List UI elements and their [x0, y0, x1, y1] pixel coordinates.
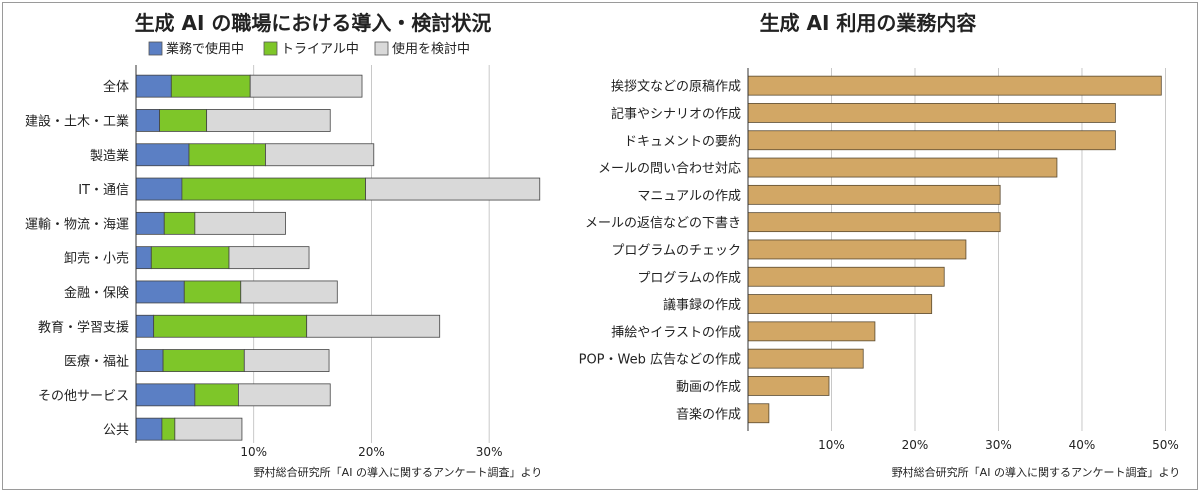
legend-swatch-trial [263, 41, 278, 56]
tasks-category-label: 動画の作成 [676, 380, 741, 395]
adoption-bar-trial [161, 417, 176, 441]
adoption-bar-in-use [135, 349, 164, 372]
tasks-bar [747, 376, 830, 396]
adoption-category-label: 教育・学習支援 [38, 319, 129, 335]
tasks-category-label: POP・Web 広告などの作成 [579, 353, 741, 368]
tasks-bar [747, 157, 1058, 178]
tasks-category-label: プログラムのチェック [611, 243, 741, 258]
adoption-bar-in-use [135, 417, 163, 441]
adoption-category-label: IT・通信 [78, 183, 129, 198]
tasks-tick-label: 20% [902, 438, 929, 452]
tasks-tick-label: 40% [1069, 438, 1096, 452]
adoption-bar-considering [240, 280, 338, 304]
tasks-category-label: 挨拶文などの原稿作成 [611, 79, 741, 95]
figure-svg: 生成 AI の職場における導入・検討状況 業務で使用中 トライアル中 使用を検討… [25, 11, 1181, 479]
adoption-bar-trial [188, 143, 266, 167]
adoption-category-label: 医療・福祉 [64, 355, 129, 370]
tasks-category-label: ドキュメントの要約 [624, 134, 741, 149]
adoption-bar-trial [150, 246, 230, 270]
tasks-bar [747, 103, 1116, 123]
adoption-source: 野村総合研究所「AI の導入に関するアンケート調査」より [254, 465, 543, 479]
legend-label-considering: 使用を検討中 [392, 41, 470, 57]
adoption-category-label: 運輸・物流・海運 [25, 217, 129, 232]
tasks-bar [747, 75, 1162, 96]
adoption-bar-trial [194, 383, 239, 407]
tasks-category-label: メールの問い合わせ対応 [598, 162, 741, 177]
adoption-chart-title: 生成 AI の職場における導入・検討状況 [135, 11, 492, 35]
adoption-category-label: その他サービス [38, 389, 129, 404]
adoption-bar-trial [183, 280, 242, 304]
tasks-bar [747, 321, 876, 342]
adoption-bar-considering [243, 349, 330, 372]
tasks-tick-labels: 10% 20% 30% 40% 50% [818, 438, 1179, 452]
adoption-bars [135, 74, 541, 441]
tasks-source: 野村総合研究所「AI の導入に関するアンケート調査」より [892, 465, 1181, 479]
adoption-bar-in-use [135, 74, 172, 98]
tasks-category-label: マニュアルの作成 [637, 189, 741, 204]
adoption-tick-label: 20% [358, 445, 385, 459]
adoption-category-label: 卸売・小売 [64, 251, 129, 267]
adoption-bar-considering [365, 177, 541, 201]
tasks-bar [747, 294, 933, 314]
adoption-bar-trial [162, 349, 245, 372]
tasks-bar [747, 212, 1001, 233]
tasks-tick-label: 50% [1152, 438, 1179, 452]
adoption-category-label: 製造業 [90, 148, 129, 164]
tasks-tick-label: 30% [985, 438, 1012, 452]
adoption-bar-considering [238, 383, 331, 407]
tasks-bar [747, 403, 770, 424]
adoption-bar-in-use [135, 246, 152, 270]
adoption-bar-trial [181, 177, 366, 201]
adoption-category-label: 金融・保険 [64, 285, 129, 301]
adoption-bar-trial [153, 314, 308, 338]
tasks-bar [747, 184, 1001, 205]
adoption-bar-considering [194, 211, 286, 235]
adoption-bar-considering [206, 109, 331, 132]
adoption-tick-label: 30% [476, 445, 503, 459]
adoption-category-label: 建設・土木・工業 [25, 113, 129, 129]
adoption-tick-label: 10% [240, 445, 267, 459]
tasks-tick-label: 10% [818, 438, 845, 452]
adoption-bar-considering [228, 246, 310, 270]
adoption-bar-in-use [135, 383, 196, 407]
adoption-bar-in-use [135, 177, 183, 201]
tasks-category-label: 記事やシナリオの作成 [611, 106, 741, 122]
tasks-bar [747, 239, 967, 260]
tasks-bar [747, 348, 864, 369]
legend-label-in-use: 業務で使用中 [166, 41, 244, 57]
adoption-bar-considering [249, 74, 363, 98]
adoption-bar-considering [265, 143, 375, 167]
adoption-category-label: 公共 [103, 423, 129, 438]
adoption-bar-in-use [135, 109, 160, 132]
adoption-bar-in-use [135, 143, 190, 167]
tasks-category-label: 議事録の作成 [663, 298, 741, 313]
adoption-bar-considering [174, 417, 243, 441]
legend-swatch-considering [374, 41, 389, 56]
tasks-bar [747, 130, 1116, 151]
adoption-bar-trial [159, 109, 208, 132]
adoption-bar-trial [170, 74, 251, 98]
tasks-category-label: 音楽の作成 [676, 406, 741, 422]
tasks-bar [747, 266, 945, 287]
adoption-category-label: 全体 [103, 79, 129, 95]
tasks-bars [747, 75, 1162, 424]
tasks-chart: 生成 AI 利用の業務内容 挨拶文などの原稿作成記事やシナリオの作成ドキュメント… [579, 11, 1181, 479]
legend: 業務で使用中 トライアル中 使用を検討中 [148, 41, 470, 57]
tasks-category-label: プログラムの作成 [637, 271, 741, 286]
adoption-bar-in-use [135, 211, 165, 235]
legend-swatch-in-use [148, 41, 163, 56]
adoption-bar-trial [163, 211, 196, 235]
tasks-category-label: 挿絵やイラストの作成 [611, 325, 741, 340]
legend-label-trial: トライアル中 [281, 42, 359, 57]
adoption-bar-in-use [135, 280, 185, 304]
adoption-bar-in-use [135, 314, 155, 338]
adoption-chart: 生成 AI の職場における導入・検討状況 業務で使用中 トライアル中 使用を検討… [25, 11, 542, 479]
adoption-bar-considering [306, 314, 441, 338]
adoption-tick-labels: 10% 20% 30% [240, 445, 502, 459]
tasks-chart-title: 生成 AI 利用の業務内容 [760, 11, 977, 35]
tasks-category-label: メールの返信などの下書き [585, 216, 741, 231]
tasks-category-labels: 挨拶文などの原稿作成記事やシナリオの作成ドキュメントの要約メールの問い合わせ対応… [579, 79, 741, 423]
